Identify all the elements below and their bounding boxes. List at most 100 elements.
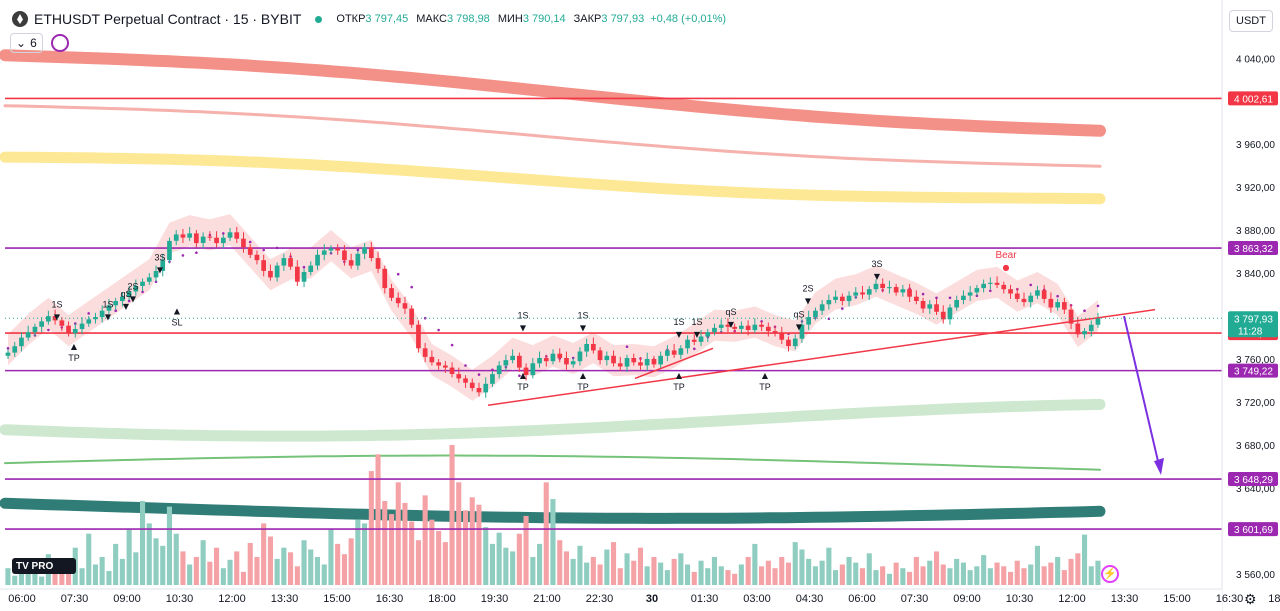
annotation-label: 1S — [102, 300, 113, 310]
currency-select[interactable]: USDT — [1229, 10, 1273, 32]
volume-bar — [664, 570, 670, 585]
candle-body — [967, 292, 973, 296]
trailing-dot — [935, 296, 938, 300]
annotation-marker: ▼ — [54, 313, 61, 322]
candle-body — [106, 305, 112, 311]
trailing-dot — [302, 265, 306, 269]
volume-bar — [1075, 553, 1081, 585]
candle-body — [927, 304, 933, 309]
annotation-3s: 3S ▼ — [871, 259, 882, 281]
candle-body — [570, 361, 576, 365]
chevron-down-icon: ⌄ — [16, 36, 27, 50]
refresh-icon[interactable] — [50, 34, 69, 52]
volume-bar — [893, 562, 899, 585]
volume-bar — [476, 504, 482, 585]
volume-bar — [200, 540, 206, 585]
volume-bar — [987, 568, 993, 585]
volume-bar — [415, 540, 421, 585]
annotation-tp: TP ▲ — [517, 371, 529, 392]
volume-bar — [913, 557, 919, 585]
candle-body — [651, 359, 657, 365]
candle-body — [355, 253, 361, 266]
candle-body — [698, 336, 704, 342]
annotation-label: TP — [68, 353, 80, 363]
annotation-marker: ▲ — [676, 371, 683, 380]
annotation-bear: Bear ● — [995, 250, 1017, 272]
volume-bar — [1061, 570, 1067, 585]
volume-bar — [1028, 564, 1034, 585]
volume-bar — [402, 502, 408, 585]
volume-bar — [240, 571, 246, 585]
volume-bar — [133, 552, 139, 585]
volume-bar — [267, 536, 273, 585]
low-value: 3 790,14 — [522, 13, 566, 25]
volume-bar — [570, 558, 576, 585]
indicator-controls: ⌄ 6 — [10, 33, 69, 53]
candle-body — [227, 232, 233, 238]
volume-bar — [187, 564, 193, 585]
lightning-icon[interactable]: ⚡ — [1101, 565, 1119, 583]
time-tick: 18:00 — [1268, 593, 1280, 605]
symbol-title[interactable]: ETHUSDT Perpetual Contract · 15 · BYBIT — [34, 11, 302, 27]
trailing-dot — [948, 296, 952, 300]
symbol-row: ETHUSDT Perpetual Contract · 15 · BYBIT … — [12, 9, 732, 29]
trailing-dot — [87, 312, 90, 315]
gear-icon[interactable]: ⚙ — [1244, 591, 1257, 607]
volume-bar — [301, 540, 307, 585]
volume-bar — [1055, 557, 1061, 585]
volume-bar — [920, 566, 926, 585]
annotation-label: 3S — [871, 259, 882, 269]
candle-body — [840, 296, 845, 301]
candle-body — [880, 283, 885, 289]
time-tick: 21:00 — [533, 593, 561, 605]
volume-bar — [503, 547, 509, 585]
support-trendline — [487, 308, 1156, 406]
volume-bar — [281, 547, 287, 585]
candle-body — [463, 378, 468, 383]
candle-body — [517, 355, 522, 368]
candle-body — [739, 325, 744, 329]
annotation-marker: ▲ — [71, 342, 78, 351]
price-ribbon — [8, 214, 1098, 401]
level-tag — [1228, 241, 1278, 256]
volume-bar — [308, 549, 314, 585]
annotation-marker: ● — [1003, 263, 1010, 272]
annotation-marker: ▼ — [157, 265, 164, 274]
indicators-toggle[interactable]: ⌄ 6 — [10, 33, 43, 53]
annotation-tp: TP ▲ — [68, 342, 80, 363]
volume-bar — [934, 551, 940, 585]
candle-body — [920, 301, 926, 309]
candle-body — [671, 350, 677, 355]
volume-bar — [624, 553, 630, 585]
indicator-count: 6 — [30, 36, 37, 50]
volume-bar — [833, 570, 839, 585]
annotation-label: TP — [577, 382, 589, 392]
volume-bar — [752, 543, 758, 585]
candle-body — [335, 248, 340, 251]
volume-bar — [658, 562, 664, 585]
volume-bar — [140, 501, 146, 585]
tradingview-logo: TV PRO — [12, 558, 76, 574]
candle-body — [772, 331, 778, 334]
volume-bar — [940, 564, 946, 585]
candle-body — [685, 339, 690, 349]
time-axis[interactable]: 06:00 07:30 09:00 10:30 12:00 13:30 15:00 16:30… — [0, 588, 1280, 611]
candle-body — [32, 326, 38, 333]
candle-body — [72, 329, 78, 334]
annotation-label: 1S — [691, 317, 702, 327]
level-tag-label: 3 749,22 — [1234, 367, 1273, 378]
candle-body — [247, 247, 253, 255]
volume-bar — [113, 543, 119, 585]
volume-bar — [967, 570, 973, 585]
price-axis[interactable]: 4 040,00 3 960,00 3 920,00 3 880,00 3 840,00… — [5, 0, 1280, 611]
volume-bar — [18, 564, 24, 585]
candle-body — [988, 282, 993, 284]
volume-bar — [537, 543, 543, 585]
volume-bar — [711, 557, 717, 585]
volume-bar — [604, 549, 610, 585]
time-tick: 03:00 — [743, 593, 771, 605]
level-tag — [1228, 91, 1278, 106]
volume-bar — [705, 568, 711, 585]
candle-body — [974, 288, 980, 293]
